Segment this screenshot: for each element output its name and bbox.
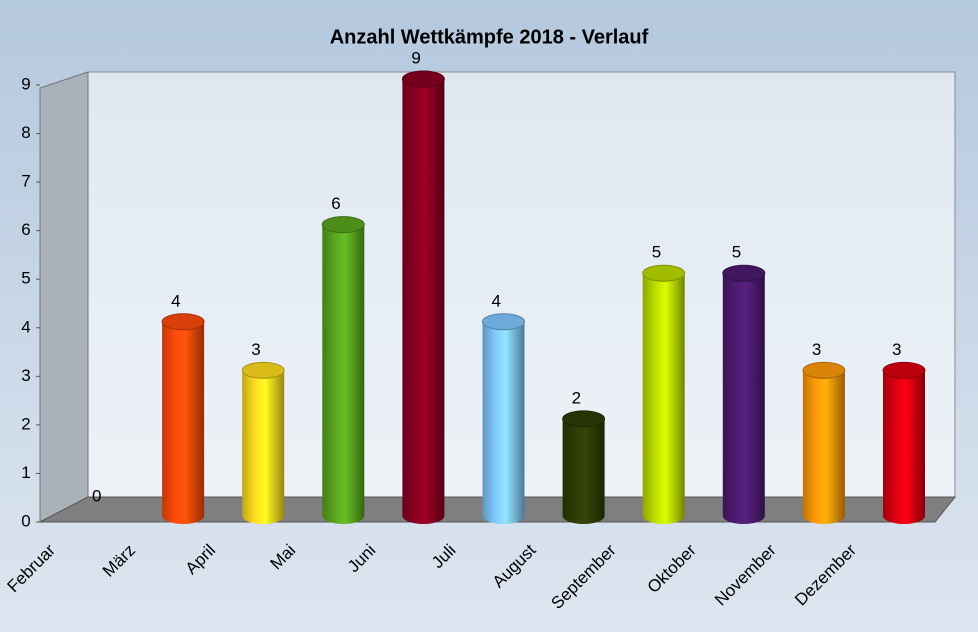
y-tick-label: 5: [21, 269, 30, 288]
bar: [883, 370, 925, 524]
y-tick-label: 8: [21, 123, 30, 142]
bar-top: [802, 361, 846, 379]
bar-top: [241, 361, 285, 379]
y-tick-label: 7: [21, 172, 30, 191]
side-wall: [39, 71, 89, 523]
bar: [722, 273, 765, 524]
value-label: 3: [892, 340, 901, 359]
bar-top: [161, 313, 205, 331]
bar: [162, 321, 205, 524]
bar: [242, 370, 285, 524]
value-label: 2: [572, 388, 581, 407]
y-tick-label: 9: [21, 74, 30, 93]
bar-top: [562, 410, 606, 428]
value-label: 6: [331, 194, 340, 213]
bar-top: [882, 361, 926, 379]
bar-top: [642, 264, 686, 282]
y-tick-label: 0: [21, 511, 30, 530]
bar: [802, 370, 845, 524]
y-tick-label: 2: [21, 414, 30, 433]
value-label: 9: [411, 48, 420, 67]
value-label: 0: [92, 486, 101, 505]
bar: [402, 79, 445, 524]
bar-top: [321, 216, 365, 234]
value-label: 3: [812, 340, 821, 359]
bar: [562, 418, 605, 524]
value-label: 3: [251, 340, 260, 359]
bar: [642, 273, 685, 524]
value-label: 5: [732, 243, 741, 262]
bar-top: [401, 70, 445, 88]
value-label: 4: [171, 291, 180, 310]
bar-top: [482, 313, 525, 331]
bar-top: [722, 264, 766, 282]
y-tick-label: 6: [21, 220, 30, 239]
value-label: 4: [492, 291, 501, 310]
y-tick-label: 1: [21, 463, 30, 482]
y-tick-label: 3: [21, 366, 30, 385]
value-label: 5: [652, 243, 661, 262]
y-tick-label: 4: [21, 317, 30, 336]
bar: [482, 321, 525, 524]
bar: [322, 224, 365, 524]
chart-title: Anzahl Wettkämpfe 2018 - Verlauf: [330, 26, 649, 48]
